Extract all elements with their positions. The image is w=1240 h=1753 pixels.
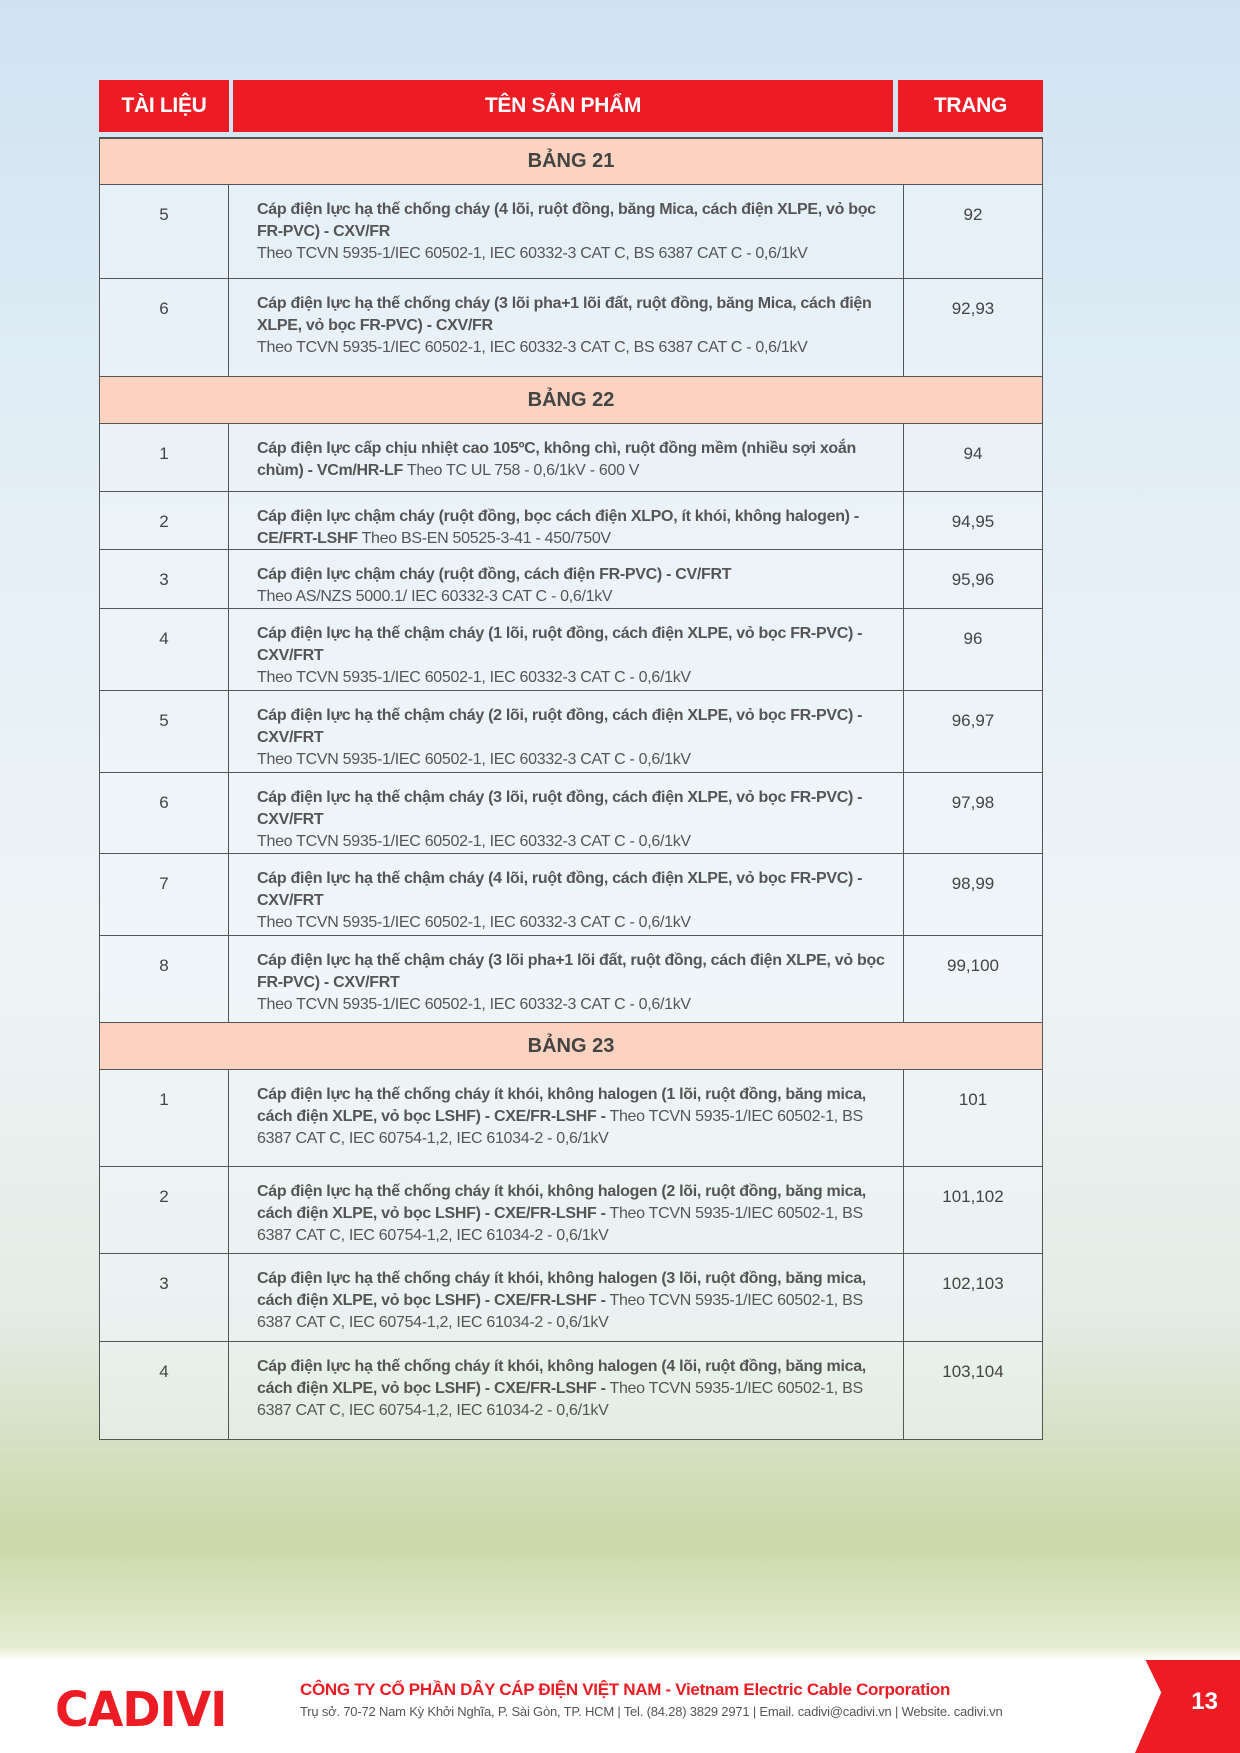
product-name: Cáp điện lực chậm cháy (ruột đồng, cách … — [257, 566, 732, 583]
table-row: 7 Cáp điện lực hạ thế chậm cháy (4 lõi, … — [99, 854, 1043, 936]
table-row: 6 Cáp điện lực hạ thế chậm cháy (3 lõi, … — [99, 773, 1043, 854]
page-ref: 94 — [963, 444, 983, 463]
product-spec: Theo TCVN 5935-1/IEC 60502-1, IEC 60332-… — [257, 914, 691, 931]
table-row: 1 Cáp điện lực cấp chịu nhiệt cao 105ºC,… — [99, 424, 1043, 492]
doc-number: 4 — [100, 609, 229, 690]
header-page: TRANG — [898, 80, 1043, 132]
product-spec: Theo TCVN 5935-1/IEC 60502-1, BS 6387 CA… — [257, 1380, 863, 1419]
product-spec: Theo TCVN 5935-1/IEC 60502-1, IEC 60332-… — [257, 669, 691, 686]
footer: CADIVI CÔNG TY CỔ PHẦN DÂY CÁP ĐIỆN VIỆT… — [0, 1660, 1240, 1753]
product-spec: Theo TCVN 5935-1/IEC 60502-1, IEC 60332-… — [257, 996, 691, 1013]
product-description: Cáp điện lực hạ thế chậm cháy (2 lõi, ru… — [229, 691, 904, 772]
doc-number: 3 — [100, 1254, 229, 1341]
table-row: 3 Cáp điện lực chậm cháy (ruột đồng, các… — [99, 550, 1043, 609]
table-row: 2 Cáp điện lực hạ thế chống cháy ít khói… — [99, 1167, 1043, 1254]
header-product-name: TÊN SẢN PHẨM — [233, 80, 893, 132]
product-name: Cáp điện lực hạ thế chống cháy ít khói, … — [257, 1183, 866, 1222]
page-ref: 103,104 — [942, 1362, 1004, 1381]
product-name: Cáp điện lực hạ thế chậm cháy (2 lõi, ru… — [257, 707, 863, 746]
page-ref: 96 — [963, 629, 983, 648]
page-number: 13 — [1191, 1688, 1218, 1715]
product-name: Cáp điện lực hạ thế chống cháy ít khói, … — [257, 1270, 866, 1309]
page-ref: 98,99 — [951, 874, 995, 893]
product-name: Cáp điện lực hạ thế chống cháy ít khói, … — [257, 1358, 866, 1397]
product-name: Cáp điện lực chậm cháy (ruột đồng, bọc c… — [257, 508, 859, 547]
product-spec: Theo TCVN 5935-1/IEC 60502-1, IEC 60332-… — [257, 339, 808, 356]
doc-number: 4 — [100, 1342, 229, 1439]
page-ref: 96,97 — [951, 711, 995, 730]
doc-number: 1 — [100, 1070, 229, 1166]
product-spec: Theo TCVN 5935-1/IEC 60502-1, BS 6387 CA… — [257, 1205, 863, 1244]
table-row: 5 Cáp điện lực hạ thế chống cháy (4 lõi,… — [99, 185, 1043, 279]
product-spec: Theo AS/NZS 5000.1/ IEC 60332-3 CAT C - … — [257, 588, 613, 605]
product-description: Cáp điện lực hạ thế chậm cháy (1 lõi, ru… — [229, 609, 904, 690]
product-description: Cáp điện lực hạ thế chống cháy (4 lõi, r… — [229, 185, 904, 278]
page-ref: 95,96 — [951, 570, 995, 589]
doc-number: 6 — [100, 773, 229, 853]
product-name: Cáp điện lực hạ thế chống cháy (4 lõi, r… — [257, 201, 876, 240]
product-spec: Theo TCVN 5935-1/IEC 60502-1, IEC 60332-… — [257, 245, 808, 262]
section-title: BẢNG 22 — [99, 377, 1043, 424]
product-description: Cáp điện lực hạ thế chống cháy (3 lõi ph… — [229, 279, 904, 376]
company-address: Trụ sở. 70-72 Nam Kỳ Khởi Nghĩa, P. Sài … — [300, 1704, 1003, 1719]
product-name: Cáp điện lực hạ thế chậm cháy (1 lõi, ru… — [257, 625, 863, 664]
doc-number: 5 — [100, 691, 229, 772]
page-ref: 97,98 — [951, 793, 995, 812]
product-description: Cáp điện lực hạ thế chậm cháy (3 lõi, ru… — [229, 773, 904, 853]
doc-number: 6 — [100, 279, 229, 376]
page-ref: 94,95 — [951, 512, 995, 531]
doc-number: 7 — [100, 854, 229, 935]
section-title: BẢNG 23 — [99, 1023, 1043, 1070]
product-description: Cáp điện lực chậm cháy (ruột đồng, bọc c… — [229, 492, 904, 549]
page-ref: 102,103 — [942, 1274, 1004, 1293]
table-row: 4 Cáp điện lực hạ thế chậm cháy (1 lõi, … — [99, 609, 1043, 691]
doc-number: 1 — [100, 424, 229, 491]
page-ref: 101,102 — [942, 1187, 1004, 1206]
product-spec: Theo TCVN 5935-1/IEC 60502-1, IEC 60332-… — [257, 751, 691, 768]
page-ref: 92 — [963, 205, 983, 224]
product-spec: Theo TCVN 5935-1/IEC 60502-1, BS 6387 CA… — [257, 1108, 863, 1147]
product-description: Cáp điện lực hạ thế chống cháy ít khói, … — [229, 1070, 904, 1166]
doc-number: 5 — [100, 185, 229, 278]
product-spec: Theo TCVN 5935-1/IEC 60502-1, BS 6387 CA… — [257, 1292, 863, 1331]
product-name: Cáp điện lực hạ thế chậm cháy (3 lõi, ru… — [257, 789, 863, 828]
product-name: Cáp điện lực hạ thế chống cháy ít khói, … — [257, 1086, 866, 1125]
company-name: CÔNG TY CỔ PHẦN DÂY CÁP ĐIỆN VIỆT NAM - … — [300, 1680, 951, 1699]
product-spec: Theo TCVN 5935-1/IEC 60502-1, IEC 60332-… — [257, 833, 691, 850]
page-ref: 101 — [958, 1090, 988, 1109]
table-row: 2 Cáp điện lực chậm cháy (ruột đồng, bọc… — [99, 492, 1043, 550]
product-spec: Theo TC UL 758 - 0,6/1kV - 600 V — [406, 462, 640, 479]
doc-number: 2 — [100, 492, 229, 549]
page-ref: 99,100 — [947, 956, 999, 975]
product-spec: Theo BS-EN 50525-3-41 - 450/750V — [361, 530, 612, 547]
product-name: Cáp điện lực cấp chịu nhiệt cao 105ºC, k… — [257, 440, 856, 479]
product-name: Cáp điện lực hạ thế chống cháy (3 lõi ph… — [257, 295, 872, 334]
table-row: 8 Cáp điện lực hạ thế chậm cháy (3 lõi p… — [99, 936, 1043, 1023]
table-row: 5 Cáp điện lực hạ thế chậm cháy (2 lõi, … — [99, 691, 1043, 773]
doc-number: 3 — [100, 550, 229, 608]
product-description: Cáp điện lực hạ thế chống cháy ít khói, … — [229, 1342, 904, 1439]
page-ref: 92,93 — [951, 299, 995, 318]
table-row: 6 Cáp điện lực hạ thế chống cháy (3 lõi … — [99, 279, 1043, 377]
product-description: Cáp điện lực hạ thế chậm cháy (4 lõi, ru… — [229, 854, 904, 935]
product-description: Cáp điện lực chậm cháy (ruột đồng, cách … — [229, 550, 904, 608]
product-description: Cáp điện lực hạ thế chống cháy ít khói, … — [229, 1254, 904, 1341]
product-name: Cáp điện lực hạ thế chậm cháy (3 lõi pha… — [257, 952, 885, 991]
table-row: 3 Cáp điện lực hạ thế chống cháy ít khói… — [99, 1254, 1043, 1342]
section-title: BẢNG 21 — [99, 139, 1043, 185]
header-doc: TÀI LIỆU — [99, 80, 229, 132]
table-row: 1 Cáp điện lực hạ thế chống cháy ít khói… — [99, 1070, 1043, 1167]
table-row: 4 Cáp điện lực hạ thế chống cháy ít khói… — [99, 1342, 1043, 1440]
product-description: Cáp điện lực hạ thế chậm cháy (3 lõi pha… — [229, 936, 904, 1022]
product-table: BẢNG 21 5 Cáp điện lực hạ thế chống cháy … — [99, 137, 1043, 1440]
doc-number: 2 — [100, 1167, 229, 1253]
cadivi-logo: CADIVI — [55, 1680, 227, 1738]
doc-number: 8 — [100, 936, 229, 1022]
product-description: Cáp điện lực hạ thế chống cháy ít khói, … — [229, 1167, 904, 1253]
product-name: Cáp điện lực hạ thế chậm cháy (4 lõi, ru… — [257, 870, 863, 909]
product-description: Cáp điện lực cấp chịu nhiệt cao 105ºC, k… — [229, 424, 904, 491]
